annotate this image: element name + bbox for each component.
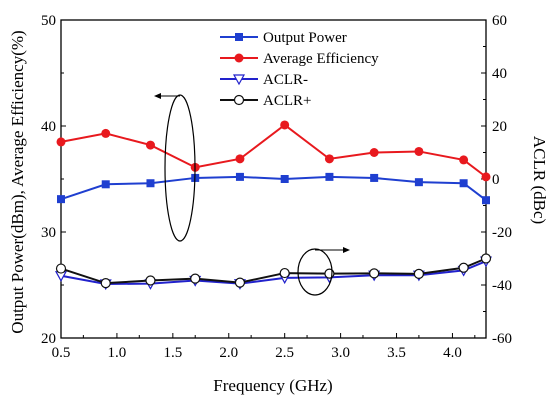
- average-efficiency-point: [481, 172, 491, 182]
- right-y-tick-label: 0: [492, 172, 500, 188]
- x-tick-label: 2.0: [219, 345, 238, 361]
- aclr-point: [413, 268, 424, 279]
- output-power-point: [459, 179, 468, 188]
- x-axis-title: Frequency (GHz): [213, 376, 332, 395]
- legend-marker: [232, 74, 246, 86]
- legend-label: Average Efficiency: [263, 51, 379, 67]
- average-efficiency-point: [280, 120, 290, 130]
- left-axis-annotation: [154, 93, 196, 242]
- aclr-point: [234, 277, 246, 288]
- aclr-point: [190, 273, 201, 284]
- average-efficiency-point: [369, 148, 379, 157]
- series-average-efficiency: [56, 120, 491, 182]
- average-efficiency-point: [414, 146, 424, 156]
- series-aclr: [55, 253, 492, 289]
- right-y-tick-label: -60: [492, 331, 512, 347]
- right-y-tick-label: -20: [492, 225, 512, 241]
- aclr-point: [324, 268, 335, 279]
- series-output-power: [57, 172, 490, 205]
- legend-marker: [233, 94, 245, 106]
- aclr-point: [145, 275, 156, 286]
- x-tick-label: 3.5: [387, 345, 406, 361]
- average-efficiency-point: [324, 154, 334, 164]
- average-efficiency-point: [459, 155, 469, 165]
- right-y-tick-label: -40: [492, 278, 512, 294]
- aclr-point: [480, 253, 492, 264]
- left-y-axis-title: Output Power(dBm), Average Efficiency(%): [8, 30, 27, 333]
- x-axis-ticks: 0.5 1.0 1.5 2.0 2.5 3.0 3.5 4.0: [52, 333, 476, 361]
- aclr-point: [369, 268, 380, 279]
- output-power-point: [235, 172, 244, 181]
- annotation-ellipse-left: [164, 94, 196, 242]
- aclr-point: [279, 267, 290, 279]
- legend-item-average-efficiency: Average Efficiency: [220, 51, 379, 67]
- arrowhead-right-icon: [343, 247, 350, 253]
- output-power-point: [146, 179, 155, 188]
- output-power-point: [482, 196, 490, 205]
- legend-item-aclr: ACLR+: [220, 93, 311, 109]
- x-tick-label: 3.0: [331, 345, 350, 361]
- x-tick-label: 0.5: [52, 345, 71, 361]
- output-power-point: [414, 178, 423, 187]
- average-efficiency-point: [145, 140, 155, 150]
- right-y-tick-label: 40: [492, 66, 507, 82]
- x-tick-label: 1.0: [108, 345, 127, 361]
- aclr-point: [55, 263, 67, 274]
- legend-label: Output Power: [263, 30, 347, 46]
- right-axis-annotation: [297, 247, 350, 296]
- legend-item-output-power: Output Power: [220, 30, 347, 46]
- output-power-point: [370, 173, 379, 182]
- x-tick-label: 1.5: [163, 345, 182, 361]
- right-y-axis-title: ACLR (dBc): [530, 136, 549, 224]
- right-y-tick-label: 20: [492, 119, 507, 135]
- average-efficiency-point: [101, 128, 111, 138]
- output-power-point: [325, 172, 334, 181]
- x-tick-label: 2.5: [275, 345, 294, 361]
- output-power-point: [101, 180, 110, 189]
- left-y-tick-label: 50: [41, 13, 56, 29]
- left-y-tick-label: 30: [41, 225, 56, 241]
- right-y-tick-label: 60: [492, 13, 507, 29]
- average-efficiency-point: [235, 154, 245, 164]
- legend-label: ACLR-: [263, 72, 308, 88]
- right-y-axis-ticks: -60 -40 -20 0 20 40 60: [481, 13, 512, 347]
- output-power-point: [280, 175, 289, 183]
- left-y-axis-ticks: 20 30 40 50: [41, 13, 66, 347]
- arrowhead-left-icon: [154, 93, 161, 99]
- series-layer: [54, 120, 493, 291]
- left-y-tick-label: 20: [41, 331, 56, 347]
- legend-marker: [235, 33, 243, 41]
- aclr-point: [458, 262, 469, 273]
- x-tick-label: 4.0: [443, 345, 462, 361]
- annotation-ellipse-right: [297, 248, 333, 296]
- legend-label: ACLR+: [263, 93, 311, 109]
- output-power-point: [57, 195, 65, 204]
- legend-marker: [234, 53, 244, 63]
- left-y-tick-label: 40: [41, 119, 56, 135]
- legend-item-aclr: ACLR-: [220, 72, 308, 88]
- legend: Output Power Average Efficiency ACLR- ACLR+: [220, 30, 379, 109]
- average-efficiency-point: [56, 137, 66, 147]
- aclr-point: [100, 278, 111, 289]
